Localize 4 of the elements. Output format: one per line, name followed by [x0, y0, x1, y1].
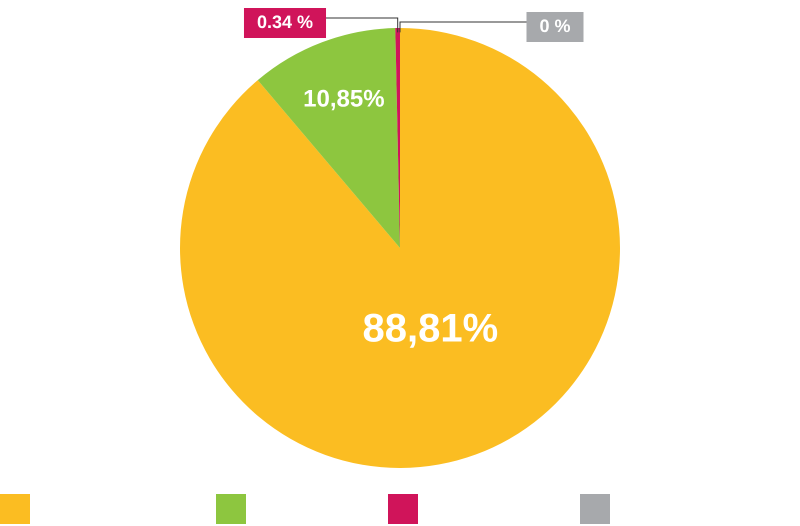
- data-label: 10,85%: [303, 86, 385, 113]
- data-label: 0.34 %: [256, 12, 314, 32]
- data-label: 88,81%: [362, 306, 498, 351]
- text: 0 %: [539, 16, 571, 36]
